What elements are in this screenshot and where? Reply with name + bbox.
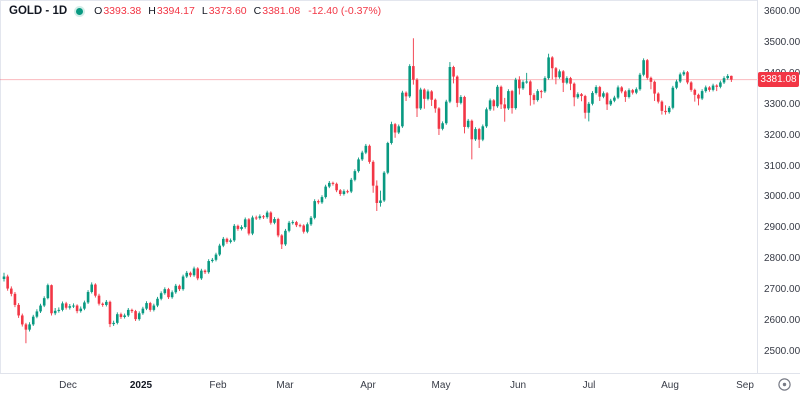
time-axis-label: Jul: [582, 380, 596, 391]
price-change: -12.40 (-0.37%): [308, 5, 382, 17]
price-axis-label: 3000.00: [764, 191, 800, 203]
open-value: 3393.38: [103, 5, 142, 17]
legend-high: H3394.17: [148, 5, 195, 17]
price-axis-label: 3300.00: [764, 98, 800, 110]
symbol-legend: GOLD - 1D O3393.38 H3394.17 L3373.60 C33…: [9, 5, 381, 17]
last-price-badge: 3381.08: [758, 72, 799, 88]
close-value: 3381.08: [262, 5, 301, 17]
candlestick-series: [2, 38, 733, 344]
time-axis-label: 2025: [129, 380, 153, 391]
time-axis-label: Dec: [59, 380, 77, 391]
high-value: 3394.17: [156, 5, 195, 17]
price-axis-label: 2800.00: [764, 253, 800, 265]
legend-low: L3373.60: [202, 5, 247, 17]
time-axis-label: Mar: [276, 380, 294, 391]
last-price-label: 3381.08: [760, 74, 797, 86]
price-axis-label: 2900.00: [764, 222, 800, 234]
high-label: H: [148, 5, 156, 17]
time-axis-label: Aug: [661, 380, 679, 391]
open-label: O: [94, 5, 103, 17]
legend-close: C3381.08: [254, 5, 301, 17]
price-axis-label: 3100.00: [764, 160, 800, 172]
price-axis-label: 2500.00: [764, 345, 800, 357]
price-axis-label: 2700.00: [764, 284, 800, 296]
time-axis-label: Sep: [736, 380, 754, 391]
low-label: L: [201, 5, 208, 17]
time-axis[interactable]: Dec 2025 Feb Mar Apr May Jun Jul Aug Sep: [0, 373, 800, 419]
symbol-title[interactable]: GOLD - 1D: [9, 5, 68, 17]
close-label: C: [253, 5, 262, 17]
settings-icon[interactable]: [776, 376, 793, 393]
price-axis-label: 3600.00: [764, 6, 800, 17]
price-axis[interactable]: 3600.003500.003400.003300.003200.003100.…: [757, 0, 800, 373]
legend-open: O3393.38: [94, 5, 141, 17]
time-axis-label: Apr: [360, 380, 376, 391]
price-axis-label: 2600.00: [764, 315, 800, 326]
time-axis-label: Feb: [209, 380, 227, 391]
market-status-dot: [76, 7, 84, 15]
time-axis-label: Jun: [509, 380, 527, 391]
time-axis-label: May: [431, 380, 451, 391]
price-axis-label: 3500.00: [764, 36, 800, 48]
price-axis-label: 3200.00: [764, 129, 800, 141]
low-value: 3373.60: [208, 5, 247, 17]
